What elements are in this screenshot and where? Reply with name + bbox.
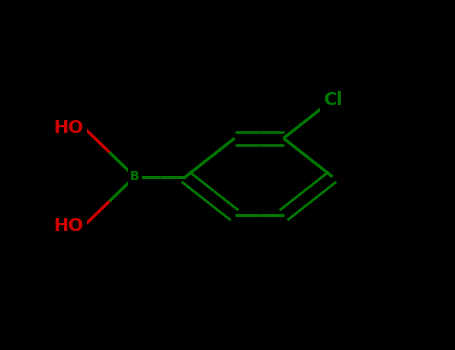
Text: HO: HO — [54, 217, 84, 235]
Text: HO: HO — [54, 119, 84, 137]
Text: B: B — [130, 170, 140, 183]
Text: Cl: Cl — [323, 91, 342, 109]
